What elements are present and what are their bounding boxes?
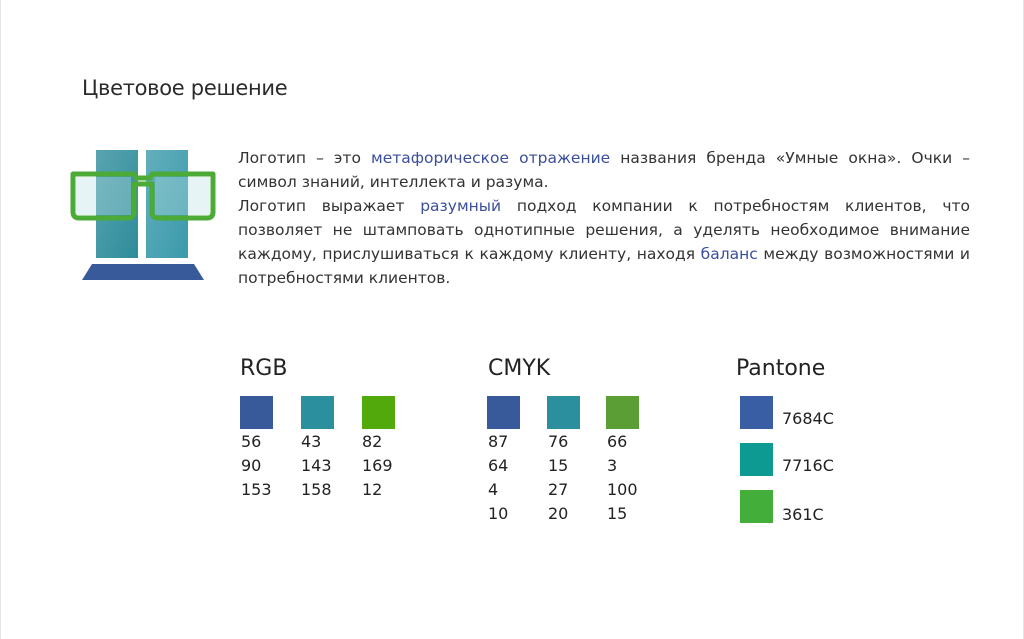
highlighted-phrase: разумный	[420, 197, 502, 215]
text-run: Логотип выражает	[238, 197, 421, 215]
pantone-code-361c: 361C	[782, 505, 824, 524]
cmyk-values-blue: 87 64 4 10	[488, 432, 509, 523]
logo-base	[82, 264, 204, 280]
rgb-values-teal: 43 143 158	[301, 432, 332, 499]
pantone-code-7716c: 7716C	[782, 456, 834, 475]
logo-glasses-frame	[70, 171, 216, 221]
description-paragraph-2: Логотип выражает разумный подход компани…	[238, 194, 970, 290]
rgb-swatch-green	[362, 396, 395, 429]
pantone-heading: Pantone	[736, 356, 826, 381]
pantone-swatch-7716c	[740, 443, 773, 476]
rgb-swatch-blue	[240, 396, 273, 429]
rgb-values-blue: 56 90 153	[241, 432, 272, 499]
highlighted-phrase: метафорическое отражение	[371, 149, 611, 167]
pantone-swatch-361c	[740, 490, 773, 523]
cmyk-values-teal: 76 15 27 20	[548, 432, 569, 523]
highlighted-phrase: баланс	[700, 245, 758, 263]
slide-title: Цветовое решение	[82, 76, 288, 100]
rgb-swatch-teal	[301, 396, 334, 429]
text-run: Логотип – это	[238, 149, 372, 167]
cmyk-heading: CMYK	[488, 356, 551, 381]
glasses-logo-icon	[70, 150, 216, 280]
text-run: подход компании к потребностям клиентов,…	[238, 197, 971, 263]
text-run: между возможностями и потребностями клие…	[238, 245, 970, 287]
cmyk-swatch-green	[606, 396, 639, 429]
cmyk-swatch-blue	[487, 396, 520, 429]
slide-edge-left	[0, 0, 1, 639]
cmyk-values-green: 66 3 100 15	[607, 432, 638, 523]
pantone-swatch-7684c	[740, 396, 773, 429]
rgb-heading: RGB	[240, 356, 288, 381]
cmyk-swatch-teal	[547, 396, 580, 429]
description-paragraph-1: Логотип – это метафорическое отражение н…	[238, 146, 970, 194]
text-run: названия бренда «Умные окна». Очки – сим…	[238, 149, 970, 191]
brand-description: Логотип – это метафорическое отражение н…	[238, 146, 970, 290]
pantone-code-7684c: 7684C	[782, 409, 834, 428]
rgb-values-green: 82 169 12	[362, 432, 393, 499]
